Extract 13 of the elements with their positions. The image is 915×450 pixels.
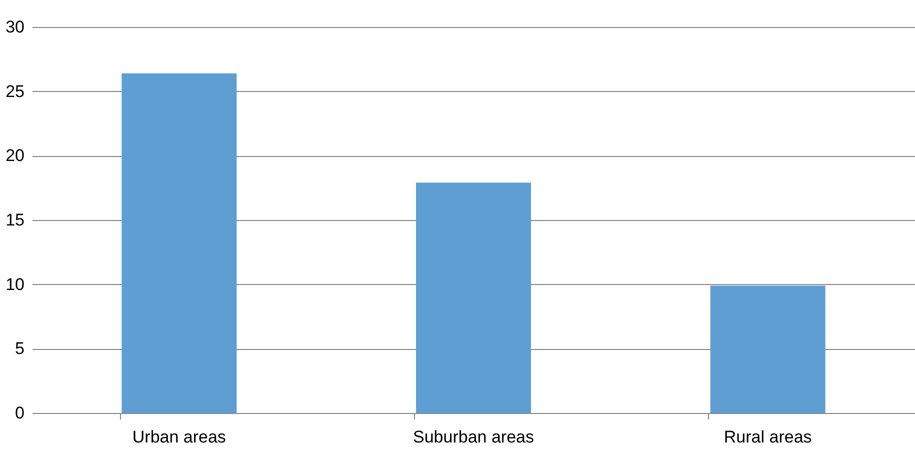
bar	[122, 73, 237, 413]
x-tick-label: Urban areas	[132, 428, 226, 446]
y-tick-label: 30	[6, 18, 24, 36]
y-tick-label: 15	[6, 210, 24, 230]
bar	[710, 286, 826, 413]
y-tick-label: 0	[15, 404, 24, 422]
y-tick-label: 5	[15, 339, 24, 358]
bar	[416, 182, 531, 413]
y-tick-label: 25	[6, 82, 24, 101]
y-tick-label: 20	[6, 146, 24, 166]
x-tick-label: Suburban areas	[413, 428, 534, 446]
y-tick-label: 10	[6, 274, 24, 294]
x-tick-label: Rural areas	[724, 428, 812, 446]
